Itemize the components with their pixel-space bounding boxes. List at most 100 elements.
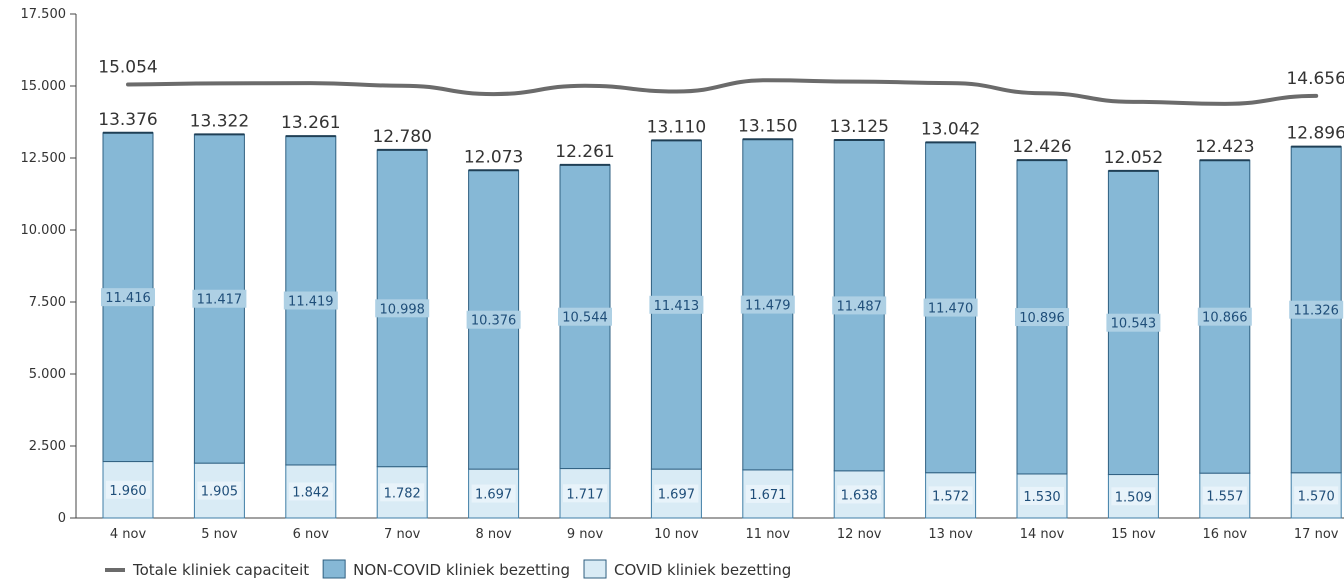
non-covid-label-bg [649,295,704,314]
covid-data-label: 1.697 [658,488,695,503]
covid-label-bg [471,484,516,503]
non-covid-data-label: 11.417 [197,293,243,308]
non-covid-label-bg [923,298,978,317]
y-tick-label: 7.500 [29,295,66,310]
non-covid-data-label: 11.419 [288,295,334,310]
covid-label-bg [1202,486,1247,505]
total-data-label: 13.376 [98,110,157,130]
non-covid-data-label: 11.326 [1293,304,1339,319]
total-data-label: 12.052 [1104,148,1163,168]
y-tick-label: 17.500 [21,7,67,22]
covid-data-label: 1.905 [201,485,238,500]
covid-data-label: 1.717 [566,487,603,502]
covid-data-label: 1.509 [1115,490,1152,505]
y-tick-label: 0 [58,511,66,526]
y-tick-label: 15.000 [21,79,67,94]
covid-data-label: 1.960 [109,484,146,499]
covid-label-bg [837,485,882,504]
non-covid-data-label: 10.998 [379,302,425,317]
x-tick-label: 5 nov [201,527,238,542]
covid-data-label: 1.671 [749,488,786,503]
total-data-label: 13.322 [190,111,249,131]
non-covid-data-label: 11.487 [836,299,882,314]
x-tick-label: 17 nov [1294,527,1339,542]
non-covid-data-label: 10.544 [562,311,608,326]
non-covid-label-bg [375,299,430,318]
covid-label-bg [654,484,699,503]
total-data-label: 12.426 [1012,137,1071,157]
covid-data-label: 1.570 [1298,489,1335,504]
x-tick-label: 15 nov [1111,527,1156,542]
covid-label-bg [288,482,333,501]
x-tick-label: 6 nov [293,527,330,542]
non-covid-data-label: 10.866 [1202,311,1248,326]
non-covid-label-bg [101,288,155,307]
non-covid-label-bg [832,296,887,315]
covid-data-label: 1.842 [292,485,329,500]
legend-swatch-bar [322,559,346,579]
x-tick-label: 8 nov [475,527,512,542]
x-axis: 4 nov 5 nov 6 nov 7 nov 8 nov 9 nov 10 nov 11 n… [76,517,1344,542]
covid-data-label: 1.638 [841,488,878,503]
x-tick-label: 11 nov [746,527,791,542]
legend-swatch-bar [583,559,607,579]
x-tick-label: 7 nov [384,527,421,542]
non-covid-data-label: 10.543 [1111,317,1157,332]
x-tick-label: 13 nov [928,527,973,542]
non-covid-label-bg [1197,307,1252,326]
total-data-label: 13.110 [647,117,706,137]
covid-label-bg [563,484,607,503]
total-data-label: 12.261 [555,142,614,162]
covid-label-bg [928,486,973,505]
non-covid-data-label: 11.470 [928,302,974,317]
total-data-label: 13.150 [738,116,797,136]
covid-data-label: 1.530 [1023,490,1060,505]
covid-data-label: 1.557 [1206,490,1243,505]
total-data-label: 13.042 [921,119,980,139]
covid-data-label: 1.782 [384,486,421,501]
total-data-label: 13.125 [829,117,888,137]
covid-data-label: 1.697 [475,488,512,503]
x-tick-label: 9 nov [567,527,604,542]
legend-label: COVID kliniek bezetting [614,561,791,579]
non-covid-label-bg [740,295,795,314]
non-covid-data-label: 11.479 [745,299,791,314]
capacity-data-label: 15.054 [98,57,157,77]
y-tick-label: 2.500 [29,439,66,454]
legend: Totale kliniek capaciteit NON-COVID klini… [105,559,791,579]
covid-data-label: 1.572 [932,489,969,504]
non-covid-label-bg [1015,308,1069,327]
covid-label-bg [197,481,242,500]
covid-label-bg [1111,487,1156,506]
non-covid-label-bg [1289,300,1344,319]
covid-label-bg [1020,486,1064,505]
x-tick-label: 10 nov [654,527,699,542]
total-data-label: 13.261 [281,113,340,133]
total-data-label: 12.780 [372,127,431,147]
capacity-data-label: 14.656 [1286,69,1344,89]
covid-label-bg [106,480,150,499]
total-data-label: 12.073 [464,147,523,167]
non-covid-label-bg [1106,313,1161,332]
y-axis: 0 2.500 5.000 7.500 10.000 12.500 15.000 17.500 [21,7,77,526]
non-covid-label-bg [192,289,247,308]
y-tick-label: 10.000 [21,223,67,238]
capacity-line [126,78,1319,106]
total-data-label: 12.896 [1286,124,1344,144]
covid-label-bg [745,484,790,503]
non-covid-data-label: 10.376 [471,314,517,329]
non-covid-data-label: 11.413 [654,299,700,314]
total-data-label: 12.423 [1195,137,1254,157]
capacity-line-group: 15.054 14.656 [98,57,1344,106]
non-covid-data-label: 11.416 [105,291,151,306]
y-tick-label: 5.000 [29,367,66,382]
non-covid-label-bg [466,310,521,329]
legend-label: NON-COVID kliniek bezetting [353,561,570,579]
x-tick-label: 4 nov [110,527,147,542]
y-tick-label: 12.500 [21,151,67,166]
legend-label: Totale kliniek capaciteit [132,561,309,579]
covid-label-bg [380,483,425,502]
bars: 1.960 11.416 13.376 1.905 11.417 13.322 1.842 1… [98,110,1344,519]
non-covid-label-bg [558,307,612,326]
